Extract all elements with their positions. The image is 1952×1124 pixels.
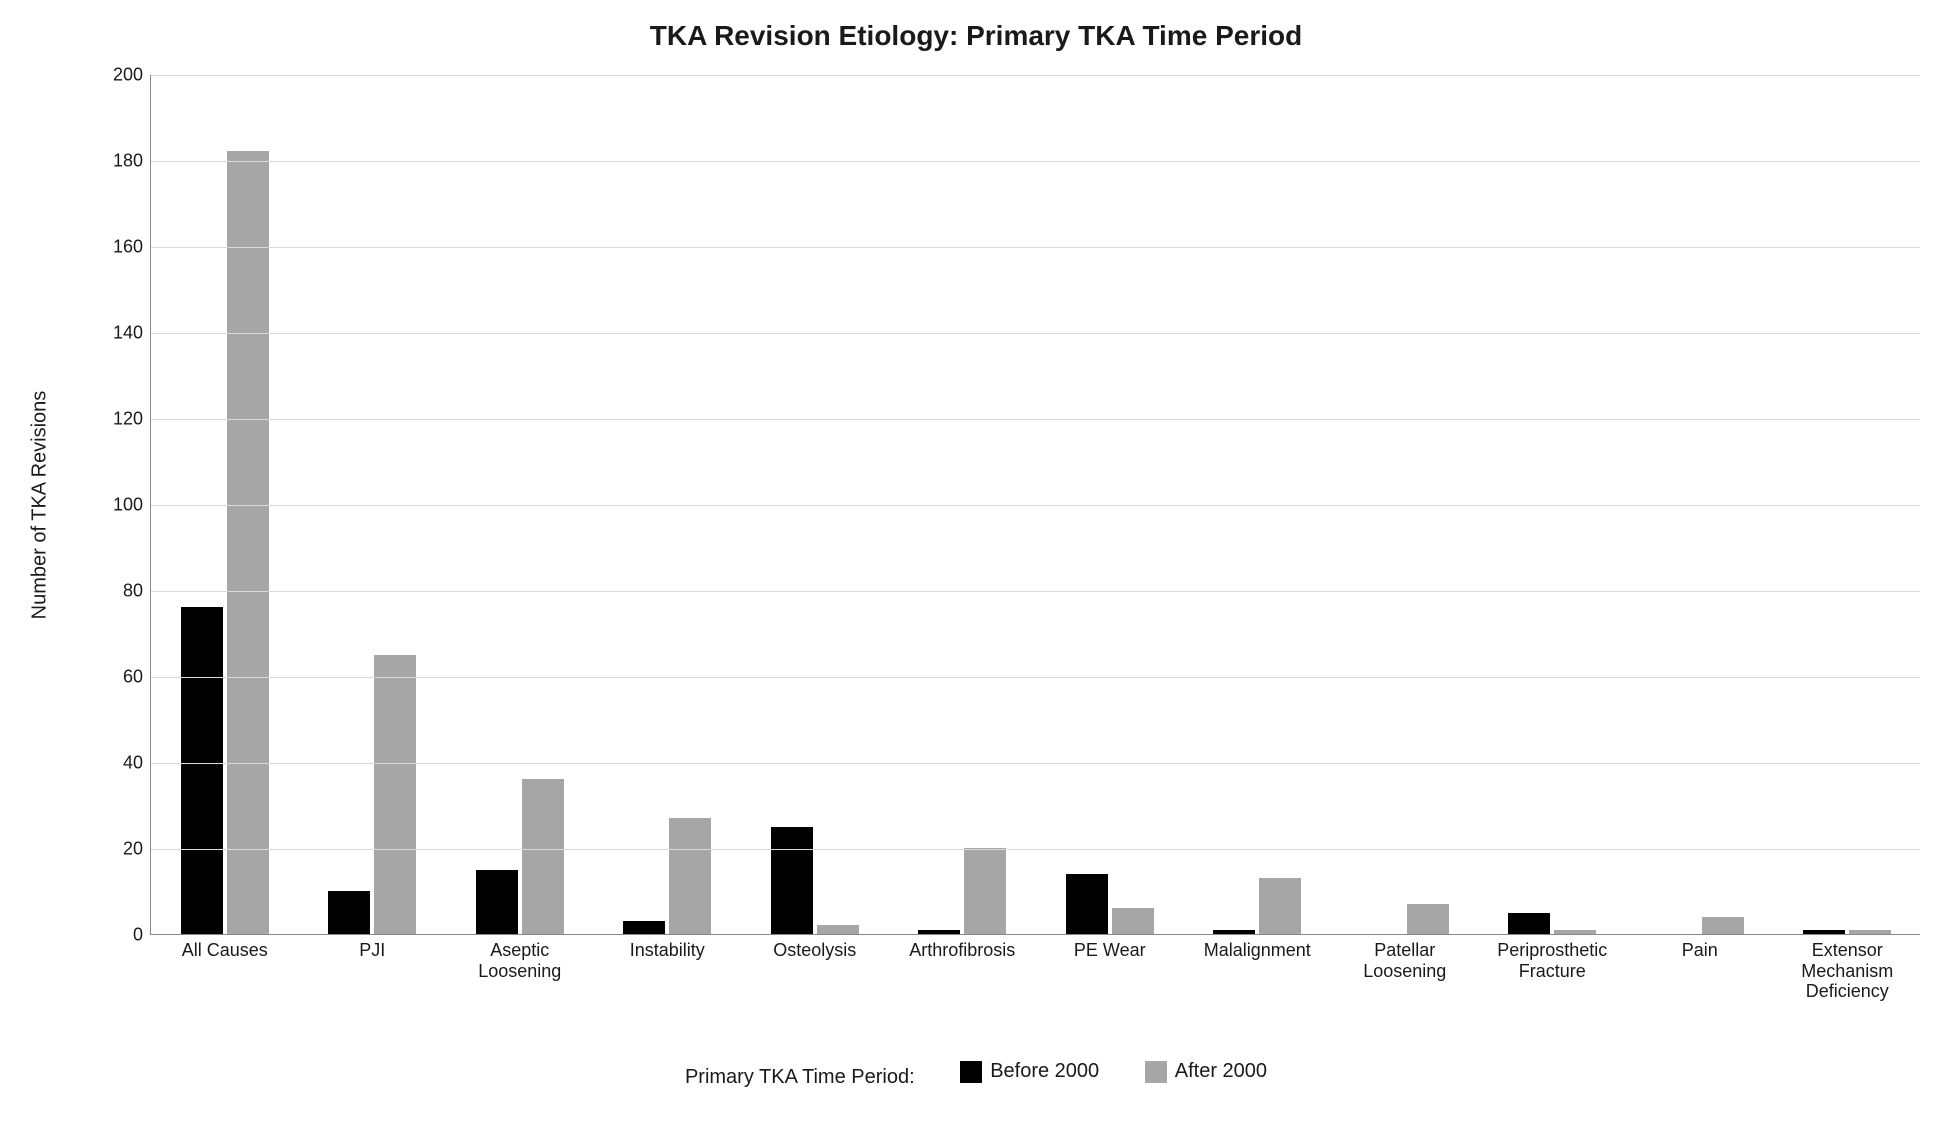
bar-after <box>522 779 564 934</box>
ytick-label: 100 <box>113 495 151 516</box>
bar-before <box>623 921 665 934</box>
ytick-label: 40 <box>123 753 151 774</box>
category-label: PJI <box>302 934 442 961</box>
bar-before <box>1508 913 1550 935</box>
ytick-label: 80 <box>123 581 151 602</box>
legend-label-before: Before 2000 <box>990 1060 1099 1083</box>
category-label: All Causes <box>155 934 295 961</box>
legend-title: Primary TKA Time Period: <box>685 1066 915 1089</box>
ytick-label: 140 <box>113 323 151 344</box>
bar-after <box>1112 908 1154 934</box>
gridline <box>151 333 1920 334</box>
category-label: Patellar Loosening <box>1335 934 1475 981</box>
category-label: Osteolysis <box>745 934 885 961</box>
category-label: Periprosthetic Fracture <box>1482 934 1622 981</box>
bar-before <box>476 870 518 935</box>
plot-area: All CausesPJIAseptic LooseningInstabilit… <box>150 75 1920 935</box>
category-label: Pain <box>1630 934 1770 961</box>
category-label: Extensor Mechanism Deficiency <box>1777 934 1917 1002</box>
chart-container: TKA Revision Etiology: Primary TKA Time … <box>20 20 1932 1104</box>
ytick-label: 200 <box>113 65 151 86</box>
gridline <box>151 75 1920 76</box>
bar-before <box>328 891 370 934</box>
category-label: Instability <box>597 934 737 961</box>
bar-after <box>669 818 711 934</box>
category-label: Arthrofibrosis <box>892 934 1032 961</box>
ytick-label: 120 <box>113 409 151 430</box>
gridline <box>151 419 1920 420</box>
bar-before <box>181 607 223 934</box>
bar-after <box>227 151 269 934</box>
chart-title: TKA Revision Etiology: Primary TKA Time … <box>20 20 1932 52</box>
bar-before <box>1066 874 1108 934</box>
bar-after <box>1702 917 1744 934</box>
legend: Primary TKA Time Period: Before 2000 Aft… <box>20 1060 1932 1089</box>
legend-label-after: After 2000 <box>1175 1060 1267 1083</box>
category-label: PE Wear <box>1040 934 1180 961</box>
legend-item-before: Before 2000 <box>960 1060 1099 1083</box>
gridline <box>151 677 1920 678</box>
legend-swatch-before <box>960 1061 982 1083</box>
bar-after <box>374 655 416 935</box>
ytick-label: 180 <box>113 151 151 172</box>
ytick-label: 0 <box>133 925 151 946</box>
y-axis-label: Number of TKA Revisions <box>29 391 52 620</box>
legend-swatch-after <box>1145 1061 1167 1083</box>
gridline <box>151 161 1920 162</box>
category-label: Malalignment <box>1187 934 1327 961</box>
legend-item-after: After 2000 <box>1145 1060 1267 1083</box>
bar-before <box>771 827 813 935</box>
gridline <box>151 849 1920 850</box>
gridline <box>151 505 1920 506</box>
ytick-label: 60 <box>123 667 151 688</box>
bar-after <box>1407 904 1449 934</box>
gridline <box>151 763 1920 764</box>
gridline <box>151 247 1920 248</box>
bar-after <box>1259 878 1301 934</box>
ytick-label: 160 <box>113 237 151 258</box>
bar-after <box>964 848 1006 934</box>
gridline <box>151 591 1920 592</box>
category-label: Aseptic Loosening <box>450 934 590 981</box>
ytick-label: 20 <box>123 839 151 860</box>
bar-after <box>817 925 859 934</box>
